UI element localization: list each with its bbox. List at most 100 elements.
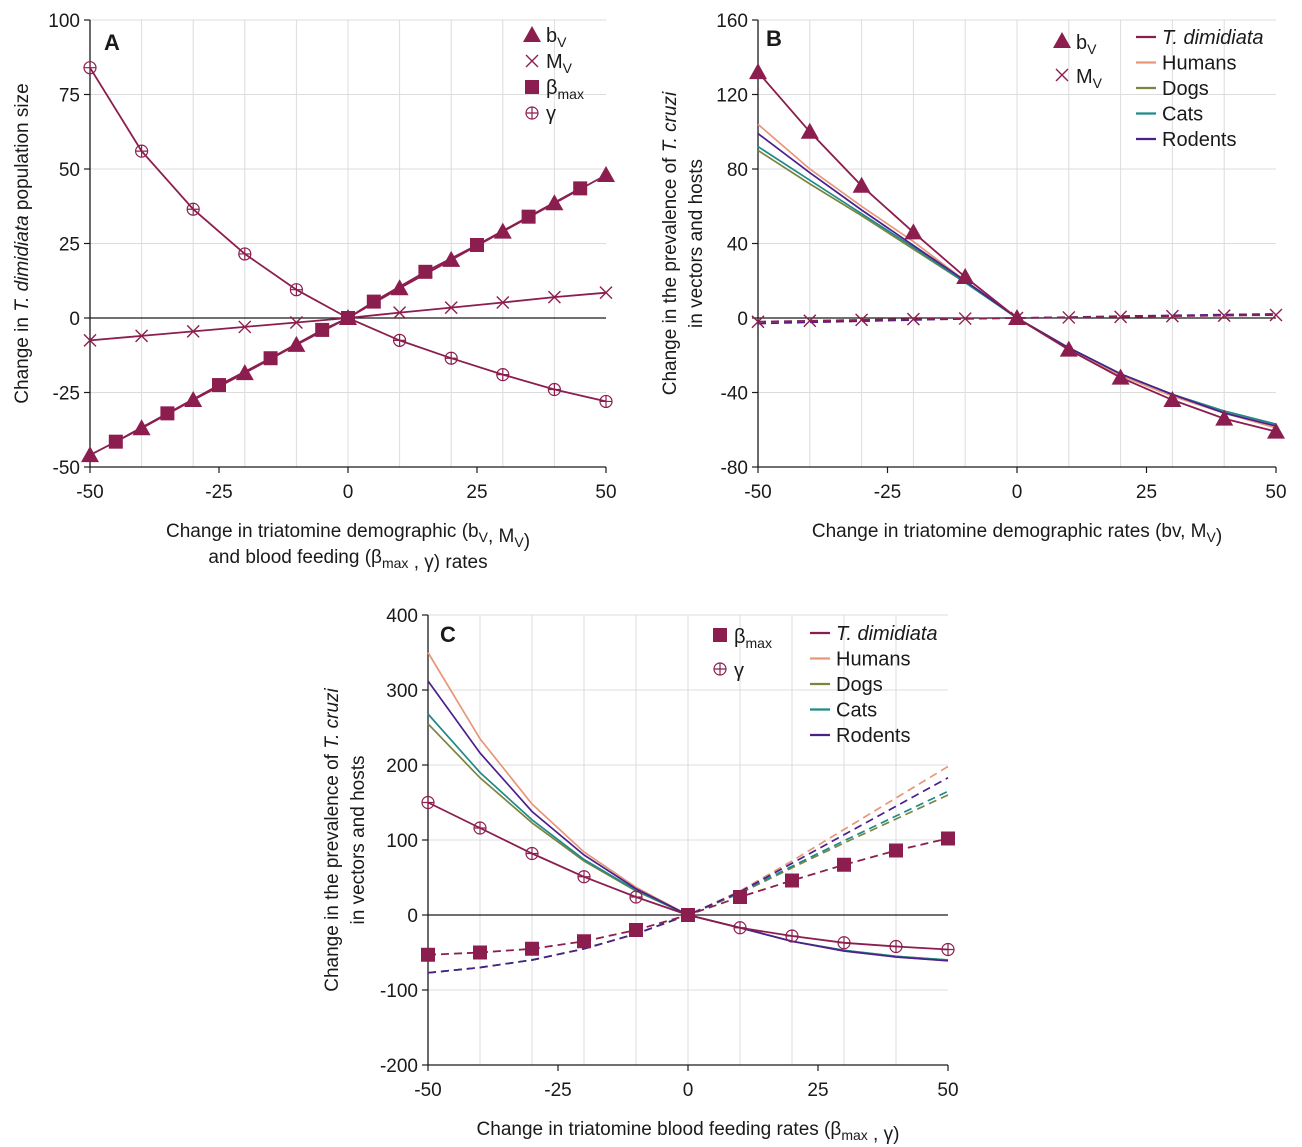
x-axis-label: Change in triatomine demographic (bV, MV…: [166, 521, 530, 552]
x-tick-label: 25: [807, 1080, 828, 1101]
y-tick-label: 400: [386, 606, 418, 627]
y-tick-label: -50: [53, 458, 80, 479]
data-point: [470, 237, 484, 252]
y-tick-label: 25: [59, 235, 80, 256]
data-point: [341, 311, 355, 325]
y-tick-label: 50: [59, 160, 80, 181]
legend-label: Dogs: [1162, 78, 1209, 100]
legend-label: T. dimidiata: [836, 623, 938, 645]
x-tick-label: 50: [595, 482, 616, 503]
data-point: [186, 324, 200, 338]
legend-label: Cats: [1162, 104, 1203, 126]
legend-label: βmax: [546, 77, 584, 102]
data-point: [751, 315, 765, 329]
data-point: [889, 843, 903, 858]
data-point: [135, 144, 149, 158]
data-point: [1010, 311, 1024, 325]
data-point: [289, 283, 304, 297]
y-tick-label: 0: [69, 309, 80, 330]
legend-label: γ: [734, 660, 744, 682]
data-point: [444, 301, 458, 315]
x-tick-label: 50: [1265, 482, 1286, 503]
legend: bV MV T. dimidiata Humans Dogs Cats Rodents: [1053, 27, 1264, 151]
data-point: [785, 873, 799, 888]
legend-label: Rodents: [1162, 129, 1237, 151]
grid: [428, 614, 948, 1066]
x-tick-label: -50: [76, 482, 103, 503]
y-tick-label: 0: [407, 906, 418, 927]
data-point: [289, 315, 303, 329]
y-tick-label: -80: [721, 458, 748, 479]
legend-marker: [713, 662, 727, 676]
data-point: [525, 846, 539, 861]
series-t-dimidiata-mv-: [751, 308, 1283, 329]
data-point: [941, 831, 955, 846]
x-tick-label: -25: [874, 482, 901, 503]
series--: [83, 61, 613, 409]
data-point: [733, 921, 747, 935]
data-point: [904, 223, 923, 240]
data-point: [1215, 409, 1234, 426]
data-point: [444, 351, 458, 365]
y-tick-label: -200: [380, 1056, 418, 1077]
legend-marker: [525, 80, 539, 94]
y-tick-label: 300: [386, 681, 418, 702]
data-point: [83, 61, 97, 75]
data-point: [421, 947, 435, 962]
data-point: [547, 290, 561, 304]
data-point: [521, 209, 536, 224]
data-point: [941, 942, 955, 957]
legend-label: Humans: [836, 649, 910, 671]
data-point: [1269, 308, 1283, 322]
data-point: [1062, 310, 1076, 324]
x-tick-label: 0: [1012, 482, 1023, 503]
data-point: [547, 382, 562, 397]
data-point: [852, 176, 871, 193]
data-point: [629, 890, 643, 904]
panel-B: -50 -25 0 25 50 -80 -40 0 40 80 120 160 B Change in t…: [660, 11, 1287, 547]
panel-letter: B: [766, 26, 782, 51]
legend-label: Humans: [1162, 53, 1236, 75]
data-point: [1163, 390, 1182, 407]
x-tick-label: 0: [683, 1080, 694, 1101]
y-tick-label: 160: [716, 11, 748, 32]
y-tick-label: 0: [737, 309, 748, 330]
y-tick-label: 120: [716, 86, 748, 107]
data-point: [418, 264, 433, 279]
legend-label: βmax: [734, 626, 772, 651]
data-point: [473, 821, 487, 835]
data-point: [108, 434, 123, 449]
panel-C: -50 -25 0 25 50 -200 -100 0 100 200 300 400 C Change …: [322, 606, 959, 1145]
data-point: [1111, 368, 1130, 385]
data-point: [496, 296, 510, 309]
y-tick-label: 40: [727, 235, 748, 256]
x-tick-label: -50: [744, 482, 771, 503]
data-point: [238, 320, 252, 334]
y-tick-label: 75: [59, 86, 80, 107]
legend-label: Cats: [836, 700, 877, 722]
data-point: [83, 333, 97, 347]
data-point: [393, 306, 407, 320]
data-point: [889, 939, 903, 954]
legend-marker: [1053, 32, 1071, 48]
data-point: [160, 406, 175, 421]
data-point: [238, 247, 252, 261]
data-point: [1059, 340, 1078, 357]
data-point: [956, 268, 975, 285]
y-tick-label: -25: [53, 384, 80, 405]
data-point: [800, 122, 819, 139]
data-point: [212, 378, 226, 393]
data-point: [135, 329, 149, 343]
data-point: [958, 312, 972, 326]
y-tick-label: -100: [380, 981, 418, 1002]
legend-marker: [525, 54, 539, 68]
legend-label: MV: [546, 51, 573, 76]
x-tick-label: -25: [205, 482, 232, 503]
panel-letter: C: [440, 622, 456, 647]
data-point: [749, 63, 767, 80]
data-point: [263, 351, 278, 366]
data-point: [366, 294, 381, 309]
y-axis-label: in vectors and hosts: [348, 756, 369, 925]
data-point: [837, 936, 851, 950]
